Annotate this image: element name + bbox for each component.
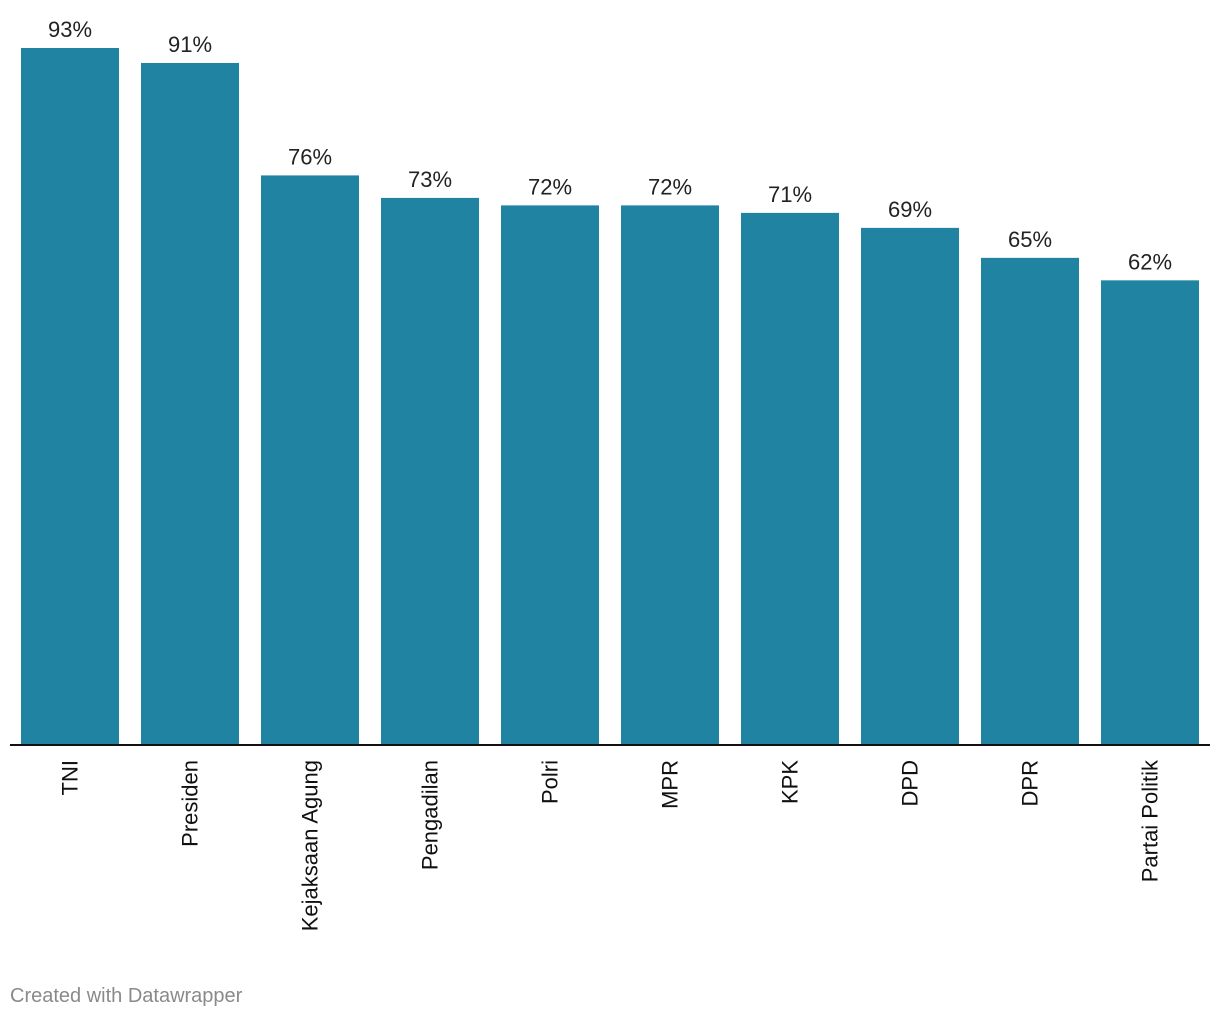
bar-kpk — [741, 212, 839, 745]
value-label: 76% — [288, 144, 332, 169]
value-label: 72% — [648, 174, 692, 199]
category-label: Presiden — [178, 760, 203, 847]
bar-mpr — [621, 205, 719, 746]
bar-dpd — [861, 227, 959, 745]
bar-dpr — [981, 257, 1079, 745]
bar-partai-politik — [1101, 280, 1199, 745]
category-label: Partai Politik — [1138, 759, 1163, 882]
bar-chart-svg: 93% TNI 91% Presiden 76% Kejaksaan Agung 73% Pe… — [10, 17, 1210, 931]
value-label: 93% — [48, 17, 92, 42]
bar-polri — [501, 205, 599, 746]
bar-presiden — [141, 62, 239, 745]
value-label: 62% — [1128, 249, 1172, 274]
category-label: KPK — [778, 760, 803, 804]
category-label: DPD — [898, 760, 923, 806]
value-label: 72% — [528, 174, 572, 199]
category-label: Polri — [538, 760, 563, 804]
value-label: 73% — [408, 167, 452, 192]
category-label: Pengadilan — [418, 760, 443, 870]
datawrapper-credit[interactable]: Created with Datawrapper — [10, 985, 243, 1007]
value-label: 91% — [168, 32, 212, 57]
bar-kejaksaan-agung — [261, 175, 359, 746]
value-label: 71% — [768, 182, 812, 207]
category-label: MPR — [658, 760, 683, 809]
bar-pengadilan — [381, 197, 479, 746]
category-label: Kejaksaan Agung — [298, 760, 323, 931]
category-label: TNI — [58, 760, 83, 795]
bar-tni — [21, 48, 119, 745]
category-label: DPR — [1018, 760, 1043, 806]
bar-chart: 93% TNI 91% Presiden 76% Kejaksaan Agung 73% Pe… — [10, 17, 1210, 931]
value-label: 65% — [1008, 227, 1052, 252]
value-label: 69% — [888, 197, 932, 222]
